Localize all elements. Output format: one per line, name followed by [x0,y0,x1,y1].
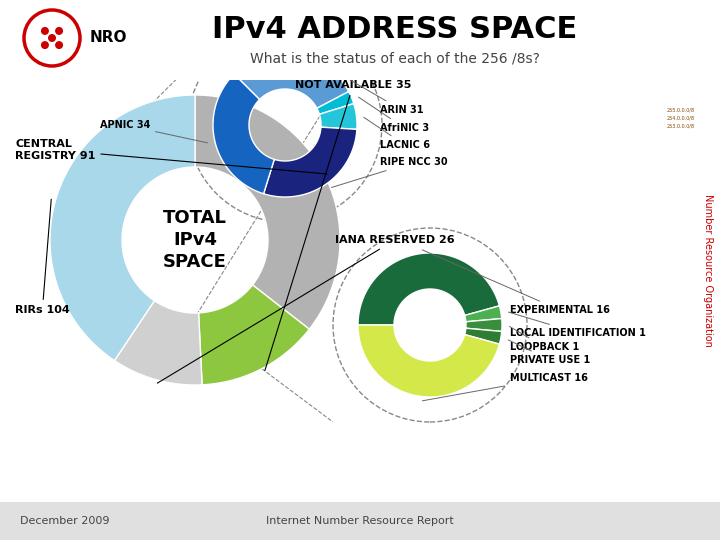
Polygon shape [320,104,357,130]
Text: EXPERIMENTAL 16: EXPERIMENTAL 16 [422,250,610,315]
Circle shape [55,27,63,35]
Circle shape [24,10,80,66]
Text: LACNIC 6: LACNIC 6 [364,117,430,150]
Polygon shape [199,285,310,385]
Text: NOT AVAILABLE 35: NOT AVAILABLE 35 [265,80,411,370]
Text: IPv4: IPv4 [173,231,217,249]
Text: ARIN 31: ARIN 31 [299,50,423,115]
Text: What is the status of each of the 256 /8s?: What is the status of each of the 256 /8… [250,51,540,65]
Text: TOTAL: TOTAL [163,209,227,227]
Text: RIPE NCC 30: RIPE NCC 30 [331,157,448,187]
Polygon shape [358,325,500,397]
Polygon shape [466,319,502,332]
Circle shape [41,41,49,49]
Polygon shape [317,92,354,114]
Text: December 2009: December 2009 [20,516,109,526]
Circle shape [41,27,49,35]
Text: IANA RESERVED 26: IANA RESERVED 26 [158,235,454,383]
Text: IPv4 ADDRESS SPACE: IPv4 ADDRESS SPACE [212,16,577,44]
Text: PRIVATE USE 1: PRIVATE USE 1 [508,340,590,365]
Text: APNIC 34: APNIC 34 [99,120,207,143]
Text: 254.0.0.0/8: 254.0.0.0/8 [667,116,695,120]
Text: SPACE: SPACE [163,253,227,271]
Bar [0,502,720,540]
Text: Number Resource Organization: Number Resource Organization [703,193,713,347]
Text: 253.0.0.0/8: 253.0.0.0/8 [667,124,695,129]
Polygon shape [195,95,340,329]
Text: 255.0.0.0/8: 255.0.0.0/8 [667,107,695,112]
Text: Internet Number Resource Report: Internet Number Resource Report [266,516,454,526]
Text: MULTICAST 16: MULTICAST 16 [423,373,588,401]
Polygon shape [114,301,202,385]
Polygon shape [264,127,357,197]
Text: NRO: NRO [90,30,127,45]
Text: AfriNIC 3: AfriNIC 3 [359,97,429,133]
Polygon shape [358,253,500,325]
Polygon shape [213,74,274,194]
Polygon shape [464,306,502,322]
Circle shape [48,34,56,42]
Text: LOOPBACK 1: LOOPBACK 1 [509,326,580,352]
Polygon shape [234,53,348,108]
Circle shape [55,41,63,49]
Polygon shape [50,95,195,361]
Text: LOCAL IDENTIFICATION 1: LOCAL IDENTIFICATION 1 [508,312,646,338]
Text: RIRs 104: RIRs 104 [15,199,70,315]
Text: CENTRAL
REGISTRY 91: CENTRAL REGISTRY 91 [15,139,327,174]
Polygon shape [464,328,502,344]
Bar [0,0,720,80]
